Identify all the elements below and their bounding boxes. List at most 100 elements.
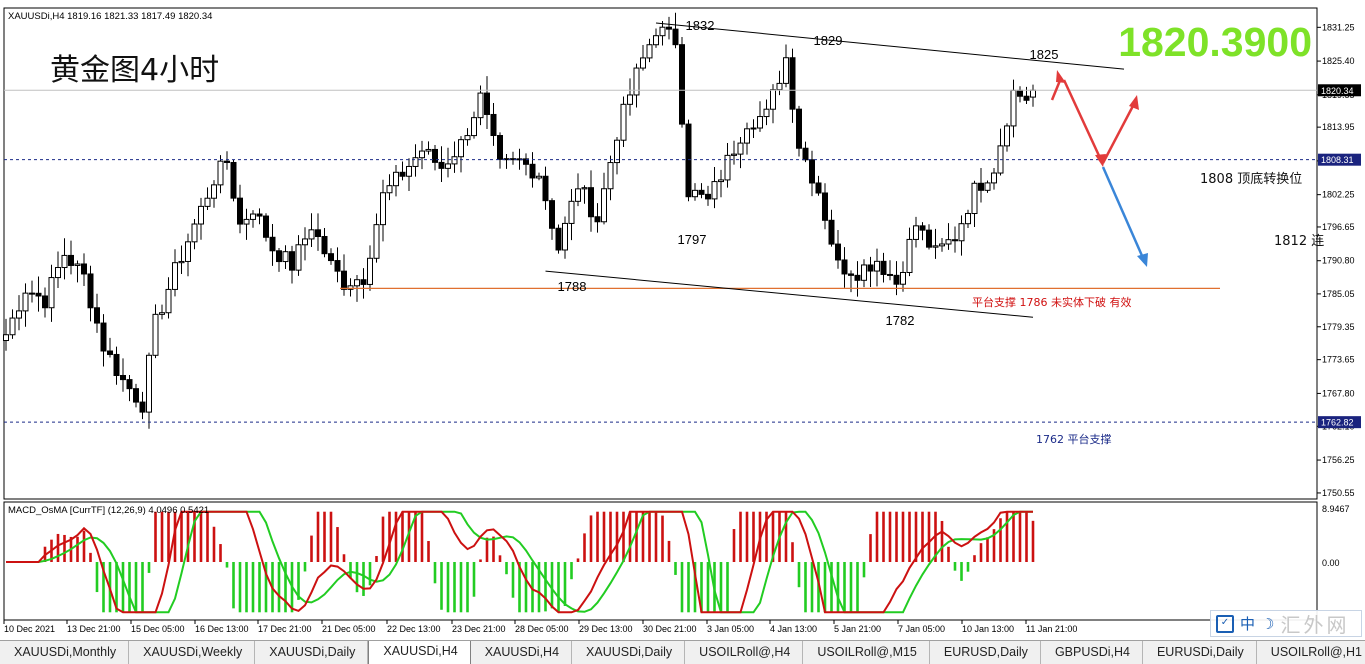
candle xyxy=(445,147,451,178)
candle xyxy=(120,358,126,392)
candle xyxy=(282,245,289,270)
candle xyxy=(497,132,503,169)
candle xyxy=(464,128,471,146)
price-tick-label: 1825.40 xyxy=(1322,56,1355,66)
candle xyxy=(750,119,757,139)
candle xyxy=(854,261,861,297)
chart-tab[interactable]: XAUUSDi,Daily xyxy=(255,641,369,664)
candle xyxy=(198,197,204,240)
time-tick-label: 29 Dec 13:00 xyxy=(579,624,633,634)
time-tick-label: 15 Dec 05:00 xyxy=(131,624,185,634)
annotation-support-1762: 1762 平台支撑 xyxy=(1036,432,1112,446)
time-tick-label: 3 Jan 05:00 xyxy=(707,624,754,634)
candle xyxy=(334,247,341,283)
candle xyxy=(100,314,107,367)
ime-language[interactable]: 中 xyxy=(1240,615,1256,633)
candle xyxy=(419,140,425,170)
arrow-down-red xyxy=(1095,154,1106,167)
candle xyxy=(224,151,230,170)
candle xyxy=(555,224,562,254)
ime-toolbar[interactable]: ✓ 中 ☽ 汇外网 xyxy=(1210,610,1362,637)
level-1808-box: 1808.31 xyxy=(1321,155,1354,165)
candle xyxy=(679,37,685,128)
chart-tab[interactable]: GBPUSDi,H4 xyxy=(1041,641,1143,664)
candle xyxy=(458,136,464,173)
chart-tab[interactable]: USOILRoll@,M15 xyxy=(803,641,930,664)
candle xyxy=(828,209,835,247)
price-tick-label: 1790.80 xyxy=(1322,256,1355,266)
candle xyxy=(711,167,718,209)
candle xyxy=(432,145,438,171)
candle xyxy=(776,70,783,96)
candle xyxy=(204,187,211,210)
candle xyxy=(29,280,35,303)
price-axis: 1831.251825.401819.551813.951808.101802.… xyxy=(1317,22,1361,498)
candle xyxy=(991,167,997,190)
arrow-down-blue xyxy=(1137,253,1148,267)
candle xyxy=(978,167,984,203)
candle xyxy=(139,391,146,420)
candle xyxy=(256,208,263,225)
time-tick-label: 16 Dec 13:00 xyxy=(195,624,249,634)
candle xyxy=(243,208,250,240)
chart-area[interactable]: 1831.251825.401819.551813.951808.101802.… xyxy=(0,0,1365,640)
candle xyxy=(42,287,48,318)
candle xyxy=(373,213,380,263)
price-tick-label: 1756.25 xyxy=(1322,455,1355,465)
candle xyxy=(211,180,217,208)
candle xyxy=(692,183,698,201)
candle xyxy=(523,153,529,176)
candle xyxy=(308,213,315,247)
candle xyxy=(744,122,750,155)
annotation-level-1808: 1808 顶底转换位 xyxy=(1200,171,1302,187)
time-tick-label: 7 Jan 05:00 xyxy=(898,624,945,634)
candle xyxy=(425,141,432,155)
annotation-high-1829: 1829 xyxy=(814,33,843,48)
chart-tab[interactable]: EURUSD,Daily xyxy=(930,641,1041,664)
annotation-level-1812: 1812 连 xyxy=(1274,233,1324,249)
candle xyxy=(386,174,393,201)
chart-tab[interactable]: XAUUSDi,Daily xyxy=(572,641,686,664)
annotation-low-1797: 1797 xyxy=(678,232,707,247)
candle xyxy=(926,224,932,250)
candle xyxy=(562,216,568,259)
candle xyxy=(159,304,165,320)
macd-indicator xyxy=(6,510,1035,614)
chart-tab[interactable]: USOILRoll@,H4 xyxy=(685,641,804,664)
candle xyxy=(503,154,510,169)
chart-tab[interactable]: XAUUSDi,H4 xyxy=(471,641,573,664)
candle xyxy=(490,102,497,146)
candle xyxy=(276,248,282,272)
ime-mode-icon[interactable]: ✓ xyxy=(1216,614,1234,633)
candle xyxy=(542,166,549,210)
candle xyxy=(237,184,243,234)
candle xyxy=(867,256,874,287)
moon-icon[interactable]: ☽ xyxy=(1261,614,1275,633)
chart-tab[interactable]: USOILRoll@,H1 xyxy=(1257,641,1365,664)
chart-tab[interactable]: XAUUSDi,H4 xyxy=(368,641,471,664)
candle xyxy=(536,172,542,181)
trendline-1 xyxy=(655,22,1125,70)
candle xyxy=(406,158,412,191)
time-tick-label: 21 Dec 05:00 xyxy=(322,624,376,634)
candle xyxy=(913,216,919,248)
candle xyxy=(230,159,237,202)
candle xyxy=(48,264,55,322)
time-axis: 10 Dec 2021 13 Dec 21:00 15 Dec 05:00 16 De… xyxy=(3,620,1077,634)
candle xyxy=(172,249,178,297)
candle xyxy=(653,28,659,48)
candle xyxy=(146,352,152,429)
candle xyxy=(900,261,906,292)
candle xyxy=(165,277,172,319)
price-tick-label: 1785.05 xyxy=(1322,289,1355,299)
candle xyxy=(269,224,276,266)
candle xyxy=(107,337,113,358)
chart-tab[interactable]: XAUUSDi,Monthly xyxy=(0,641,130,664)
candle xyxy=(861,259,867,288)
candle xyxy=(328,248,334,265)
symbol-header: XAUUSDi,H4 1819.16 1821.33 1817.49 1820.… xyxy=(8,11,212,22)
chart-tab[interactable]: EURUSDi,Daily xyxy=(1143,641,1257,664)
time-tick-label: 17 Dec 21:00 xyxy=(258,624,312,634)
candle xyxy=(568,188,575,241)
chart-tab[interactable]: XAUUSDi,Weekly xyxy=(129,641,256,664)
